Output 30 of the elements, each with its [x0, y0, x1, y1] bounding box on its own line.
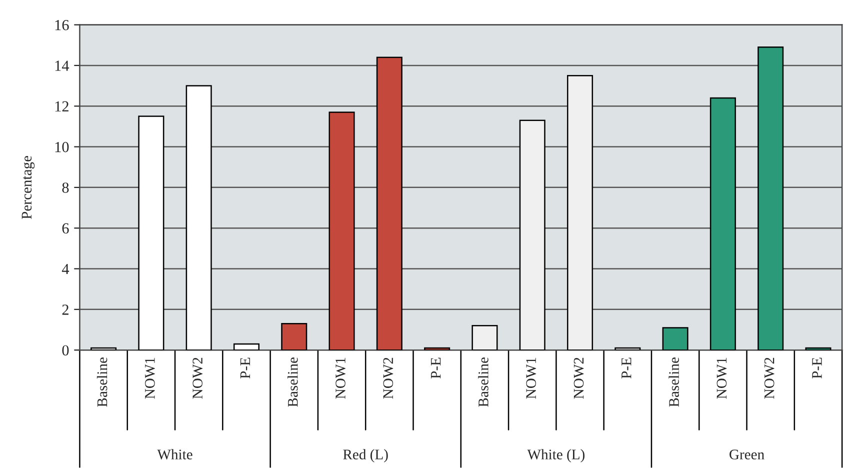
- text: P-E: [240, 358, 250, 378]
- x-tick-label: Green: [730, 450, 764, 460]
- x-tick-label: White (L): [527, 449, 584, 462]
- text: NOW1: [336, 358, 346, 399]
- text: Baseline: [478, 358, 488, 407]
- text: NOW1: [526, 358, 536, 399]
- x-tick-label: White: [157, 449, 192, 460]
- y-tick-label: 6: [62, 223, 69, 234]
- text: Baseline: [668, 358, 679, 407]
- text: Baseline: [96, 358, 108, 407]
- y-tick-label: 14: [55, 60, 70, 71]
- y-tick-label: 10: [55, 142, 69, 152]
- y-tick-label: 4: [62, 264, 70, 274]
- text: Baseline: [288, 358, 298, 407]
- text: NOW1: [145, 358, 155, 399]
- text: NOW2: [192, 358, 203, 399]
- y-tick-label: 0: [62, 345, 69, 356]
- text: P-E: [431, 358, 441, 378]
- y-tick-label: 8: [62, 182, 69, 193]
- y-tick-label: 12: [55, 101, 68, 112]
- x-tick-label: Red (L): [343, 449, 388, 462]
- text: NOW2: [574, 358, 584, 399]
- y-axis-title: Percentage: [22, 156, 35, 219]
- y-tick-label: 16: [55, 20, 69, 30]
- text: P-E: [622, 358, 632, 378]
- text: NOW2: [383, 358, 394, 399]
- text: P-E: [812, 358, 822, 378]
- text: NOW1: [716, 358, 727, 399]
- y-tick-label: 2: [62, 304, 68, 315]
- text: NOW2: [764, 358, 774, 399]
